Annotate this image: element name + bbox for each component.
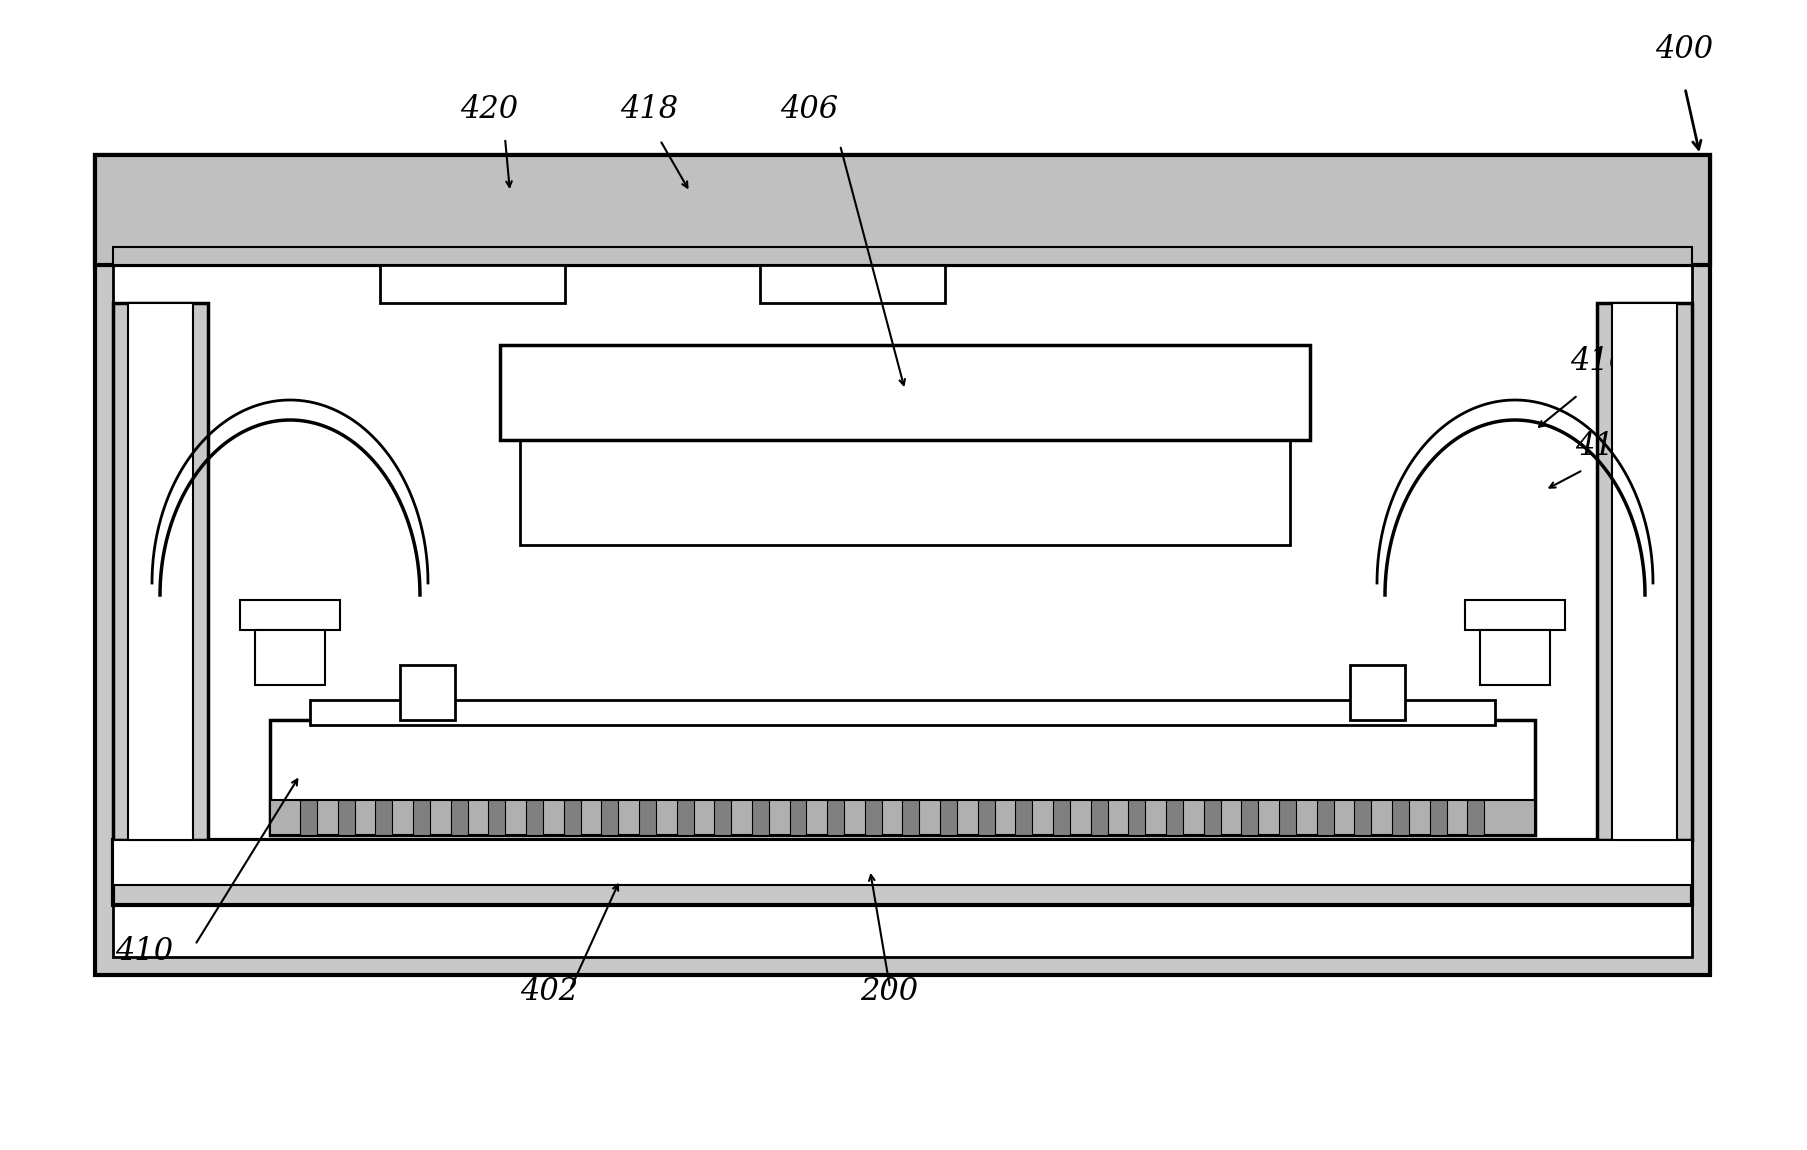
Bar — [112, 247, 1691, 264]
Bar — [96, 155, 1709, 264]
Bar — [526, 800, 542, 835]
Bar — [1467, 800, 1484, 835]
Bar — [1391, 800, 1408, 835]
Bar — [488, 800, 504, 835]
Bar — [864, 800, 882, 835]
Text: 406: 406 — [779, 94, 838, 125]
Bar — [676, 800, 694, 835]
Bar — [412, 800, 430, 835]
Bar — [255, 630, 325, 685]
Bar — [269, 720, 1534, 835]
Bar — [520, 440, 1288, 545]
Bar — [269, 800, 1534, 835]
Bar — [1480, 630, 1549, 685]
Bar — [828, 800, 844, 835]
Bar — [379, 264, 564, 302]
Bar — [1166, 800, 1182, 835]
Text: 414: 414 — [1574, 431, 1632, 462]
Bar — [1429, 800, 1446, 835]
Bar — [338, 800, 354, 835]
Bar — [112, 302, 208, 840]
Text: 400: 400 — [1653, 34, 1713, 66]
Bar — [1203, 800, 1220, 835]
Bar — [602, 800, 618, 835]
Bar — [1464, 600, 1565, 630]
Bar — [1612, 302, 1677, 840]
Bar — [1016, 800, 1032, 835]
Bar — [1353, 800, 1370, 835]
Bar — [1596, 302, 1691, 840]
Bar — [450, 800, 468, 835]
Text: 200: 200 — [860, 976, 918, 1007]
Bar — [940, 800, 956, 835]
Bar — [300, 800, 316, 835]
Bar — [564, 800, 580, 835]
Bar — [752, 800, 768, 835]
Bar — [638, 800, 656, 835]
Bar — [714, 800, 730, 835]
Bar — [1241, 800, 1258, 835]
Bar — [501, 345, 1310, 440]
Text: 418: 418 — [620, 94, 678, 125]
Bar — [399, 665, 455, 720]
Bar — [1315, 800, 1334, 835]
Bar — [759, 264, 945, 302]
Text: 416: 416 — [1568, 346, 1628, 377]
Text: 402: 402 — [520, 976, 578, 1007]
Bar — [96, 155, 1709, 975]
Bar — [790, 800, 806, 835]
Text: 420: 420 — [459, 94, 519, 125]
Bar — [128, 302, 193, 840]
Bar — [1350, 665, 1404, 720]
Bar — [376, 800, 392, 835]
Bar — [1278, 800, 1296, 835]
Bar — [309, 700, 1494, 724]
Text: 410: 410 — [116, 936, 173, 967]
Bar — [902, 800, 920, 835]
Bar — [1128, 800, 1146, 835]
Bar — [978, 800, 994, 835]
Bar — [1052, 800, 1070, 835]
Bar — [1090, 800, 1108, 835]
Bar — [240, 600, 340, 630]
Bar — [112, 172, 1691, 957]
Bar — [112, 840, 1691, 905]
Bar — [112, 840, 1691, 886]
